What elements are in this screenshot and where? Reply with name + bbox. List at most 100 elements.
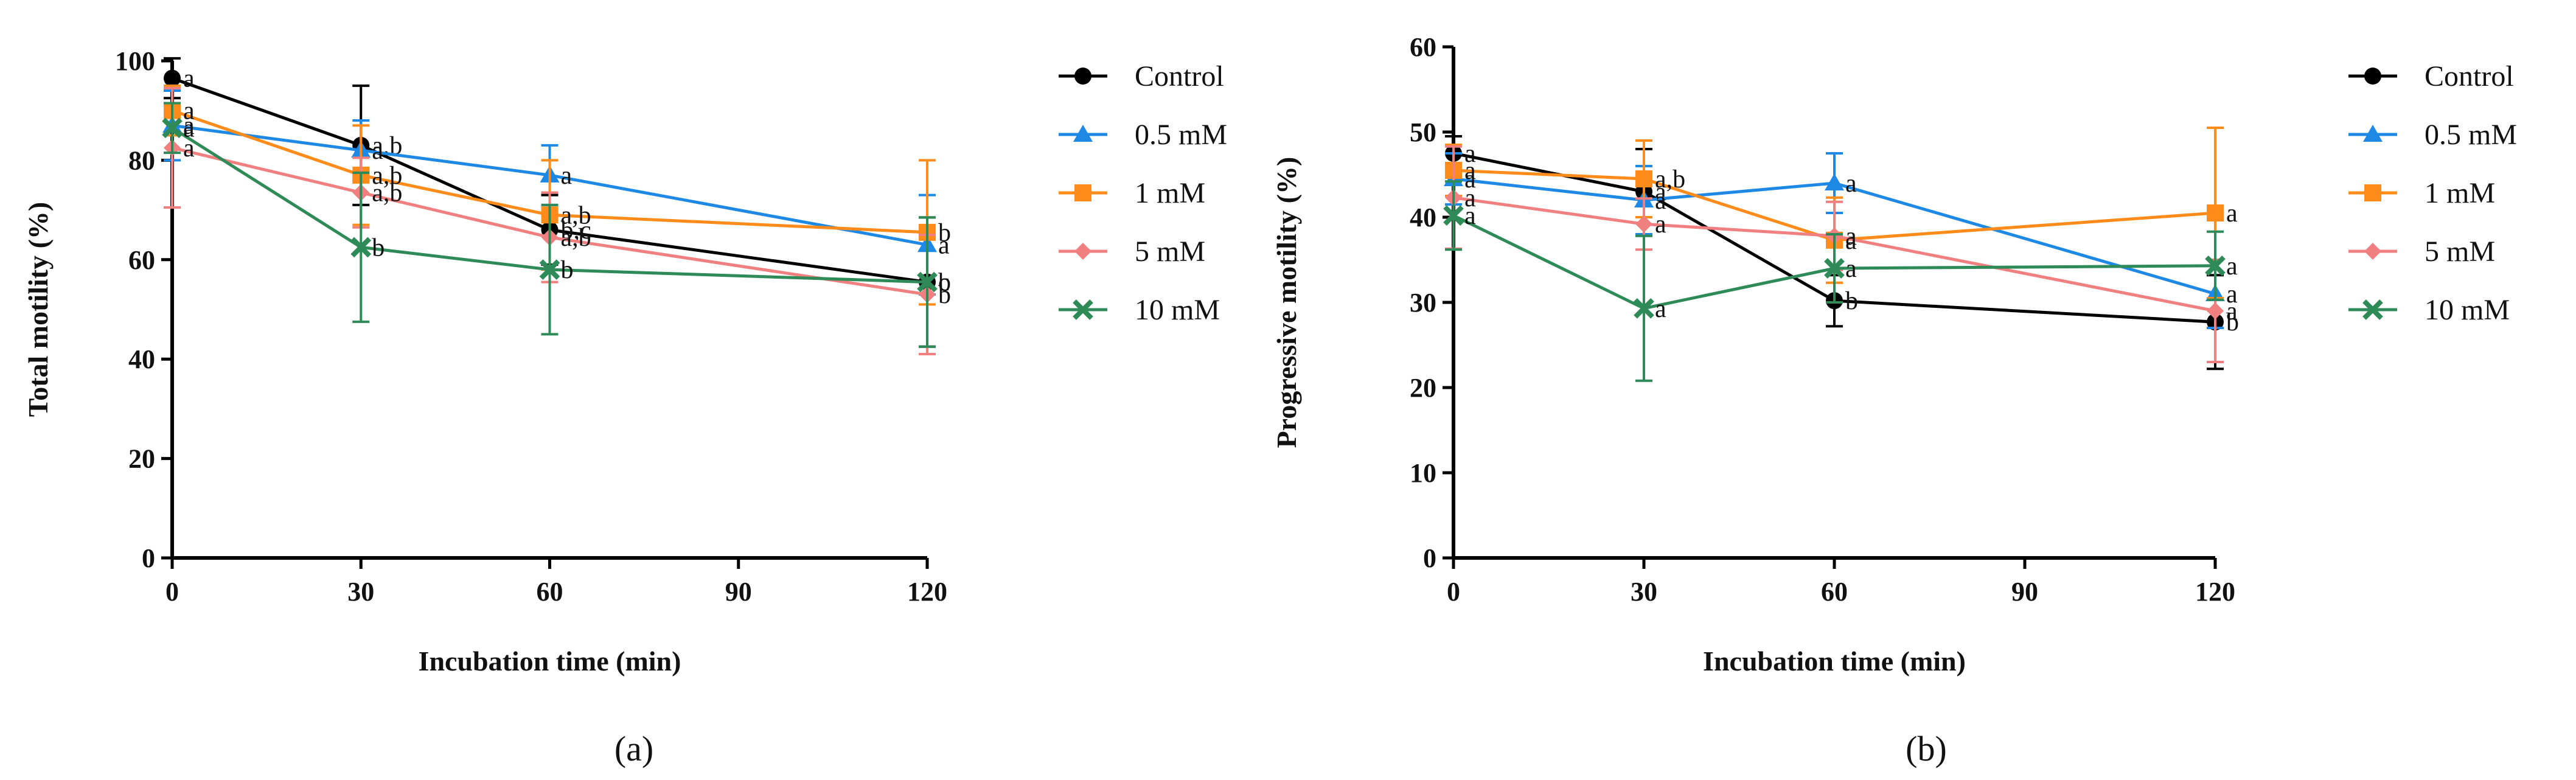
significance-letter: a [1845, 223, 1857, 251]
significance-letter: a [2226, 252, 2238, 280]
data-point [2207, 204, 2224, 221]
x-tick-label: 90 [725, 577, 752, 607]
significance-letter: a,b [561, 224, 591, 252]
data-point-stroke [1634, 298, 1654, 319]
series-1-mm: aa,ba,bb [164, 84, 951, 306]
x-tick-label: 0 [165, 577, 179, 607]
series-line [1453, 196, 2216, 313]
y-tick-label: 20 [128, 444, 155, 474]
series-line [1453, 151, 2216, 324]
legend-item: Control [2348, 60, 2514, 92]
x-axis-label: Incubation time (min) [1703, 646, 1966, 677]
data-point [164, 69, 181, 87]
significance-letter: a [2226, 298, 2238, 326]
legend-label: 5 mM [1135, 235, 1205, 268]
significance-letter: a [183, 65, 195, 93]
significance-letter: a [1655, 295, 1666, 323]
y-tick-label: 10 [1410, 458, 1436, 488]
x-axis-label: Incubation time (min) [419, 646, 681, 677]
y-tick-label: 40 [1410, 203, 1436, 232]
significance-letter: a [1464, 157, 1476, 185]
significance-letter: a [1845, 170, 1857, 198]
data-point [1824, 258, 1845, 279]
x-tick-label: 90 [2011, 577, 2038, 607]
legend-item: 10 mM [1059, 294, 1220, 326]
legend-item: Control [1059, 60, 1224, 92]
series-line [172, 124, 928, 246]
significance-letter: a [1464, 202, 1476, 230]
legend-marker-stroke [2362, 299, 2383, 320]
data-point [1634, 298, 1654, 319]
significance-letter: a [561, 162, 573, 190]
legend-marker [1073, 125, 1093, 142]
y-axis-label: Total motility (%) [23, 202, 54, 417]
series-line [1452, 214, 2216, 310]
x-tick-label: 0 [1447, 577, 1460, 607]
significance-letter: a [938, 231, 950, 259]
legend-marker [1073, 299, 1093, 320]
legend-label: Control [2425, 60, 2514, 92]
significance-letter: a,b [561, 201, 591, 229]
legend-label: 0.5 mM [1135, 119, 1227, 151]
y-tick-label: 60 [128, 245, 155, 275]
y-tick-label: 0 [1423, 543, 1436, 573]
legend-label: Control [1135, 60, 1224, 92]
series-line [172, 146, 928, 296]
significance-letter: a [1464, 184, 1476, 212]
significance-letter: b [372, 234, 385, 262]
y-axis-label: Progressive motility (%) [1271, 157, 1302, 448]
legend-label: 0.5 mM [2425, 119, 2517, 151]
y-tick-label: 30 [1410, 288, 1436, 318]
data-point-stroke [539, 259, 560, 280]
legend-marker [2363, 125, 2383, 142]
significance-letter: b [561, 256, 574, 284]
data-point [1635, 170, 1652, 187]
series-line [172, 109, 928, 234]
legend-item: 1 mM [1059, 177, 1205, 209]
significance-letter: a [183, 114, 195, 142]
series-control: aa,bb,cc [164, 57, 950, 348]
y-tick-label: 100 [115, 46, 155, 76]
legend-marker [2364, 184, 2381, 201]
x-tick-label: 30 [1631, 577, 1657, 607]
significance-letter: c [938, 269, 950, 297]
data-point [162, 117, 183, 139]
data-point-stroke [917, 271, 938, 293]
data-point-stroke [1443, 205, 1464, 226]
data-point [1635, 215, 1652, 233]
significance-letter: a [183, 112, 195, 140]
y-tick-label: 0 [142, 543, 155, 573]
series-line [171, 127, 928, 284]
significance-letter: a [1845, 227, 1857, 255]
legend-item: 10 mM [2348, 294, 2510, 326]
significance-letter: a [372, 137, 383, 165]
panel-a: 0 20 40 60 80 100 0 30 60 90 120 Incubation time (m… [23, 46, 1227, 768]
legend-marker [1074, 68, 1091, 85]
significance-letter: a [1845, 255, 1857, 283]
legend-item: 0.5 mM [2348, 119, 2517, 151]
legend-marker [2364, 68, 2381, 85]
significance-letter: a [1655, 187, 1666, 215]
x-tick-label: 120 [907, 577, 947, 607]
significance-letter: a [183, 97, 195, 125]
legend-marker-stroke [1073, 299, 1093, 320]
x-tick-label: 60 [537, 577, 563, 607]
significance-letter: a,b [372, 179, 402, 207]
data-point [350, 237, 372, 258]
data-point [2207, 302, 2224, 319]
legend-item: 1 mM [2348, 177, 2495, 209]
legend-label: 10 mM [2425, 294, 2510, 326]
legend-marker [1074, 243, 1091, 260]
series-line [1453, 177, 2216, 296]
y-tick-label: 60 [1410, 32, 1436, 62]
y-tick-label: 40 [128, 344, 155, 374]
panel-label: (b) [1906, 729, 1947, 768]
significance-letter: b [1845, 287, 1858, 315]
significance-letter: a [2226, 200, 2238, 228]
panel-b: 0 10 20 30 40 50 60 0 30 60 90 120 Incubation time (… [1271, 32, 2517, 768]
significance-letter: a,b [1655, 165, 1685, 193]
significance-letter: b [938, 281, 951, 309]
significance-letter: b [938, 269, 951, 297]
legend-marker [2364, 243, 2381, 260]
